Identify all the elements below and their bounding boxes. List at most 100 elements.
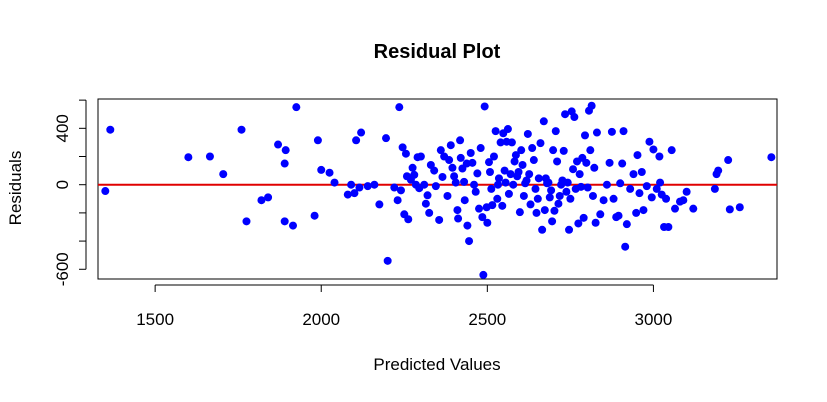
data-point [586,146,595,155]
data-point [460,177,469,186]
data-point [562,187,571,196]
data-point [561,110,570,119]
data-point [468,158,477,167]
data-point [539,117,548,126]
data-point [363,182,372,191]
x-tick-label: 2000 [302,310,340,329]
data-point [637,168,646,177]
data-point [554,199,563,208]
data-point [580,131,589,140]
data-point [310,211,319,220]
data-point [438,172,447,181]
data-point [735,203,744,212]
y-axis-label: Residuals [6,151,25,226]
data-point [526,200,535,209]
data-point [274,140,283,149]
data-point [330,178,339,187]
data-point [454,214,463,223]
data-point [507,138,516,147]
data-point [679,196,688,205]
data-point [540,206,549,215]
data-point [410,170,419,179]
data-point [288,221,297,230]
data-point [390,183,399,192]
data-point [257,196,266,205]
data-point [551,127,560,136]
data-point [645,137,654,146]
data-point [357,128,366,137]
data-point [446,141,455,150]
data-point [588,191,597,200]
data-point [529,156,538,165]
data-point [522,176,531,185]
data-point [475,204,484,213]
data-point [280,217,289,226]
data-point [352,136,361,145]
data-point [370,180,379,189]
data-point [656,178,665,187]
data-point [448,163,457,172]
data-point [517,146,526,155]
data-point [383,256,392,265]
data-point [350,189,359,198]
data-point [453,206,462,215]
data-point [219,170,228,179]
data-point [607,127,616,136]
data-point [655,152,664,161]
data-point [664,222,673,231]
data-point [430,166,439,175]
x-tick-label: 3000 [635,310,673,329]
data-point [280,159,289,168]
data-point [649,145,658,154]
data-point [504,189,513,198]
data-point [616,179,625,188]
data-point [574,219,583,228]
data-point [476,144,485,153]
data-point [605,158,614,167]
data-point [445,156,454,165]
data-point [609,194,618,203]
data-point [460,196,469,205]
data-point [242,217,251,226]
data-point [710,184,719,193]
data-point [483,218,492,227]
data-point [596,210,605,219]
data-point [619,127,628,136]
data-point [355,183,364,192]
data-point [514,168,523,177]
data-point [485,168,494,177]
data-point [463,221,472,230]
data-point [533,194,542,203]
data-point [575,170,584,179]
data-point [662,194,671,203]
data-point [724,156,733,165]
data-point [375,200,384,209]
data-point [563,178,572,187]
data-point [510,157,519,166]
data-point [632,208,641,217]
data-point [493,180,502,189]
data-point [489,152,498,161]
data-point [642,182,651,191]
data-point [682,187,691,196]
data-point [544,178,553,187]
data-point [313,136,322,145]
data-point [618,159,627,168]
data-point [396,186,405,195]
data-point [470,180,479,189]
data-point [395,103,404,112]
data-point [436,146,445,155]
data-point [493,194,502,203]
data-point [577,182,586,191]
y-axis: -600 0 400 [53,99,87,286]
data-point [416,152,425,161]
data-point [515,208,524,217]
data-point [487,184,496,193]
data-point [767,153,776,162]
data-point [292,103,301,112]
data-point [519,191,528,200]
data-point [480,102,489,111]
data-point [547,186,556,195]
x-axis: 1500 2000 2500 3000 [136,284,673,329]
data-point [528,144,537,153]
